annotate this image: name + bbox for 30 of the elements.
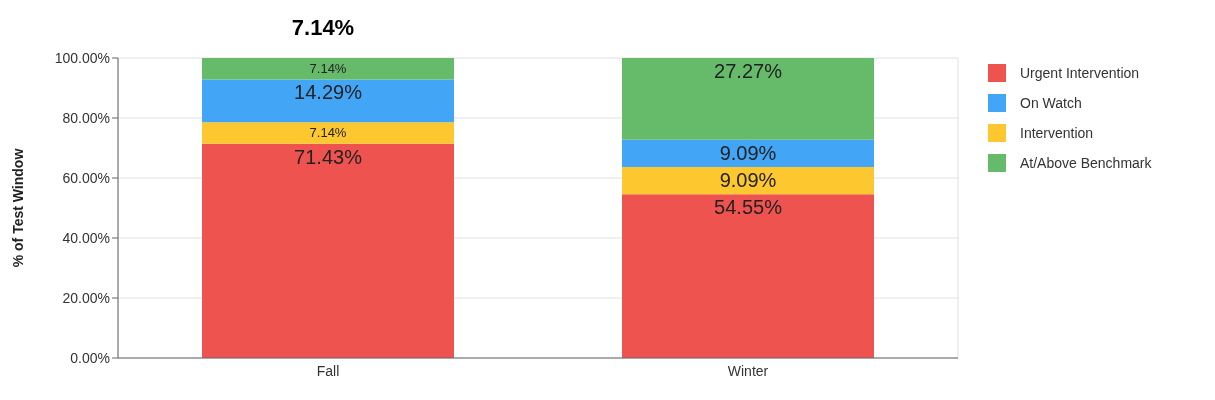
- y-tick-label: 60.00%: [62, 169, 110, 186]
- y-tick-label: 20.00%: [62, 289, 110, 306]
- data-label: 9.09%: [719, 169, 777, 192]
- chart-title: 7.14%: [290, 14, 356, 42]
- bar: [202, 122, 454, 144]
- data-label: 71.43%: [294, 145, 363, 168]
- bar: [622, 139, 874, 168]
- bar: [202, 58, 454, 80]
- legend-label: At/Above Benchmark: [1020, 155, 1152, 171]
- bar: [622, 58, 874, 140]
- legend-label: On Watch: [1020, 95, 1082, 111]
- data-label: 7.14%: [309, 125, 347, 141]
- data-label: 54.55%: [714, 196, 783, 219]
- y-axis-title: % of Test Window: [9, 148, 26, 268]
- bar: [202, 143, 454, 358]
- y-tick-label: 80.00%: [62, 109, 110, 126]
- x-tick-label: Fall: [316, 362, 340, 379]
- x-tick-label: Winter: [727, 362, 769, 379]
- data-label: 7.14%: [309, 61, 347, 77]
- legend-label: Urgent Intervention: [1020, 65, 1140, 81]
- bar: [622, 167, 874, 195]
- y-tick-label: 100.00%: [54, 49, 110, 66]
- data-label: 9.09%: [719, 141, 777, 164]
- y-tick-label: 0.00%: [70, 349, 110, 366]
- data-label: 27.27%: [714, 60, 783, 82]
- legend-label: Intervention: [1020, 125, 1094, 141]
- bar: [622, 194, 874, 358]
- y-tick-label: 40.00%: [62, 229, 110, 246]
- bar: [202, 79, 454, 123]
- data-label: 14.29%: [294, 81, 363, 104]
